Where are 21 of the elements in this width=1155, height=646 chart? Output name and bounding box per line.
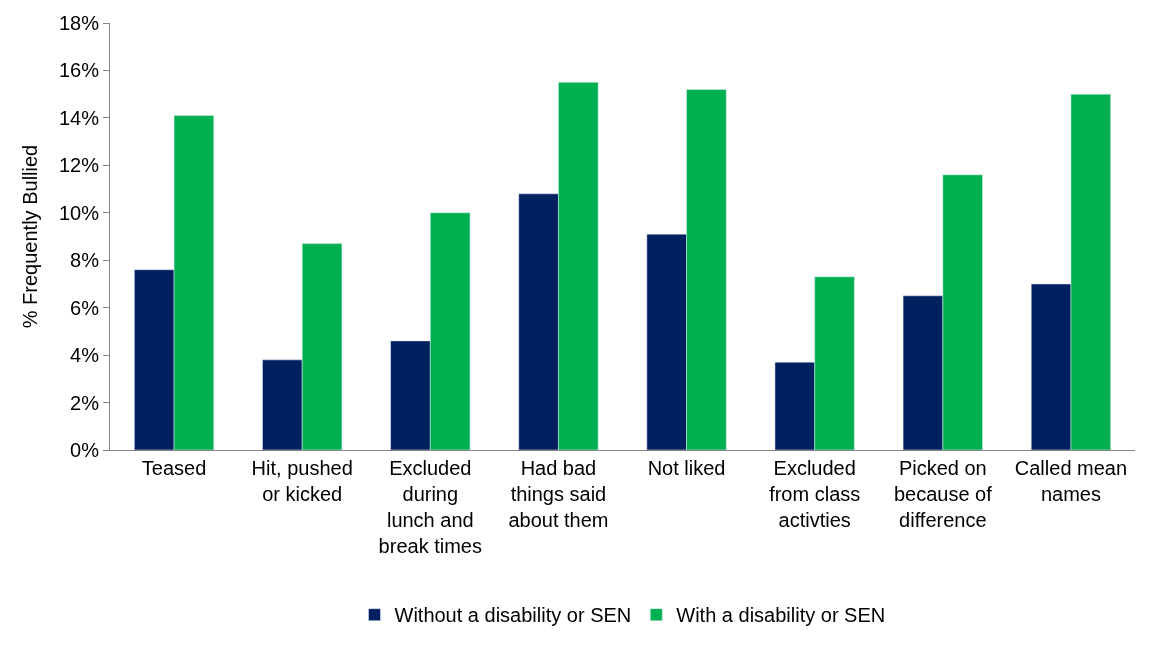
- x-tick-label: Picked on because of difference: [893, 457, 993, 531]
- y-tick-label: 14%: [58, 106, 100, 129]
- y-tick-label: 16%: [58, 59, 100, 82]
- x-tick-label: Excluded during lunch and break times: [378, 457, 482, 557]
- y-tick-label: 8%: [70, 249, 100, 272]
- x-tick-label: Not liked: [647, 457, 726, 479]
- y-tick-label: 18%: [58, 12, 100, 34]
- x-tick-label: Called mean names: [1014, 457, 1128, 505]
- legend-label: Without a disability or SEN: [394, 604, 632, 627]
- x-tick-label: Excluded from class activties: [769, 457, 861, 531]
- y-axis-title: % Frequently Bullied: [19, 144, 42, 329]
- y-tick-label: 10%: [58, 201, 100, 224]
- x-tick-label: Teased: [141, 457, 207, 479]
- x-tick-label: Hit, pushed or kicked: [251, 457, 353, 505]
- y-tick-label: 0%: [70, 439, 100, 461]
- y-tick-label: 2%: [70, 391, 100, 414]
- y-tick-label: 12%: [58, 154, 100, 177]
- x-tick-label: Had bad things said about them: [508, 457, 609, 531]
- y-tick-label: 6%: [70, 296, 100, 319]
- legend-label: With a disability or SEN: [676, 604, 886, 627]
- y-tick-label: 4%: [70, 344, 100, 367]
